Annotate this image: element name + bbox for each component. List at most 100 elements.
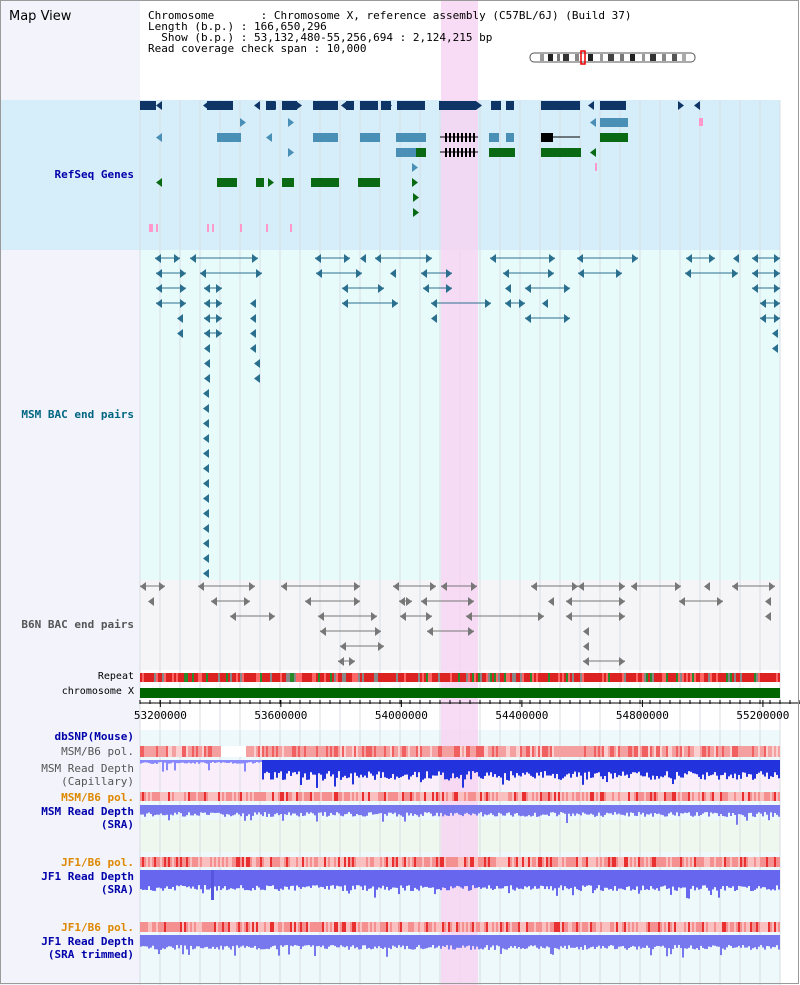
pol-mark xyxy=(662,792,664,801)
jf1-read-depth-trim-label[interactable]: JF1 Read Depth xyxy=(41,935,134,948)
repeat-mark xyxy=(398,673,400,682)
depth-bar xyxy=(240,935,242,947)
repeat-mark xyxy=(516,673,518,682)
jf1-read-depth-sra-label[interactable]: JF1 Read Depth xyxy=(41,870,134,883)
pol-mark xyxy=(548,922,550,932)
depth-bar xyxy=(142,805,144,815)
pol-mark xyxy=(352,792,354,801)
msm-read-depth-sra-label[interactable]: MSM Read Depth xyxy=(41,805,134,818)
repeat-mark xyxy=(386,673,388,682)
msm-b6-pol-label-1[interactable]: MSM/B6 pol. xyxy=(61,745,134,758)
pol-mark xyxy=(426,857,428,867)
msm-bac-label[interactable]: MSM BAC end pairs xyxy=(21,408,134,421)
pol-mark xyxy=(442,922,444,932)
refseq-label[interactable]: RefSeq Genes xyxy=(54,168,134,181)
pol-mark xyxy=(146,792,148,801)
depth-bar xyxy=(390,935,392,950)
pol-mark xyxy=(576,746,578,757)
depth-bar xyxy=(424,935,426,949)
msm-b6-pol-label-2[interactable]: MSM/B6 pol. xyxy=(61,791,134,804)
pol-mark xyxy=(672,746,674,757)
pol-mark xyxy=(548,792,550,801)
depth-bar xyxy=(636,870,638,887)
depth-bar xyxy=(500,805,502,814)
depth-bar xyxy=(752,870,754,891)
depth-bar xyxy=(244,870,246,891)
pol-mark xyxy=(584,746,586,757)
jf1-b6-pol-label-1[interactable]: JF1/B6 pol. xyxy=(61,856,134,869)
repeat-mark xyxy=(300,673,302,682)
pol-mark xyxy=(164,792,166,801)
repeat-mark xyxy=(210,673,212,682)
depth-bar xyxy=(714,870,716,888)
repeat-mark xyxy=(522,673,524,682)
pol-mark xyxy=(378,792,380,801)
pol-mark xyxy=(252,792,254,801)
pol-mark xyxy=(574,746,576,757)
pol-mark xyxy=(246,857,248,867)
pol-mark xyxy=(320,857,322,867)
depth-bar xyxy=(658,805,660,814)
depth-bar xyxy=(284,935,286,946)
repeat-mark xyxy=(146,673,148,682)
pol-mark xyxy=(660,746,662,757)
depth-bar xyxy=(544,805,546,815)
pol-mark xyxy=(504,922,506,932)
depth-bar xyxy=(706,870,708,888)
pol-mark xyxy=(620,922,622,932)
pol-mark xyxy=(274,922,276,932)
pol-mark xyxy=(528,792,530,801)
pol-mark xyxy=(516,746,518,757)
pol-mark xyxy=(462,792,464,801)
pol-mark xyxy=(206,922,208,932)
pol-mark xyxy=(148,746,150,757)
depth-bar xyxy=(652,935,654,950)
depth-bar xyxy=(500,870,502,889)
dbsnp-label[interactable]: dbSNP(Mouse) xyxy=(54,730,134,743)
depth-bar xyxy=(344,805,346,815)
pol-mark xyxy=(610,792,612,801)
strand-arrow xyxy=(200,269,206,278)
jf1-b6-pol-label-2[interactable]: JF1/B6 pol. xyxy=(61,921,134,934)
strand-arrow xyxy=(704,582,710,591)
depth-bar xyxy=(474,870,476,889)
depth-bar xyxy=(222,760,224,763)
depth-bar xyxy=(528,760,530,774)
pol-mark xyxy=(746,792,748,801)
repeat-mark xyxy=(448,673,450,682)
depth-bar xyxy=(396,760,398,777)
pol-mark xyxy=(582,922,584,932)
pol-mark xyxy=(204,746,206,757)
depth-bar xyxy=(260,870,262,890)
b6n-bac-label[interactable]: B6N BAC end pairs xyxy=(21,618,134,631)
repeat-mark xyxy=(292,673,294,682)
depth-bar xyxy=(580,760,582,776)
depth-bar xyxy=(702,805,704,814)
pol-mark xyxy=(342,746,344,757)
pol-mark xyxy=(560,746,562,757)
pol-mark xyxy=(518,922,520,932)
pol-mark xyxy=(652,857,654,867)
pol-mark xyxy=(220,922,222,932)
depth-bar xyxy=(562,935,564,948)
depth-bar xyxy=(144,760,146,763)
pol-mark xyxy=(626,857,628,867)
pol-mark xyxy=(720,792,722,801)
pol-mark xyxy=(308,922,310,932)
depth-bar xyxy=(282,935,284,947)
strand-arrow xyxy=(203,569,209,578)
depth-bar xyxy=(368,935,370,948)
depth-bar xyxy=(548,805,550,816)
depth-bar xyxy=(682,870,684,888)
depth-bar xyxy=(400,760,402,778)
depth-bar xyxy=(616,805,618,815)
depth-bar xyxy=(228,935,230,948)
depth-bar xyxy=(496,935,498,946)
strand-arrow xyxy=(140,582,146,591)
pol-mark xyxy=(280,857,282,867)
pol-mark xyxy=(492,746,494,757)
pol-mark xyxy=(502,857,504,867)
depth-bar xyxy=(688,805,690,813)
pol-mark xyxy=(396,746,398,757)
msm-read-depth-cap-label[interactable]: MSM Read Depth xyxy=(41,762,134,775)
